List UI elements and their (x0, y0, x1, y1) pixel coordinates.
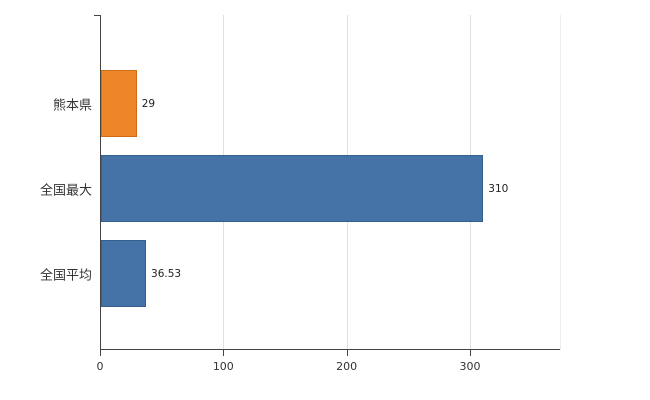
x-axis-tick-label: 0 (96, 360, 104, 373)
value-label: 310 (488, 182, 509, 195)
x-axis-line (100, 349, 560, 350)
bar (101, 155, 484, 222)
y-axis-line (100, 15, 101, 350)
x-axis-tick (223, 350, 225, 356)
x-axis-tick (346, 350, 348, 356)
x-axis-tick-label: 200 (336, 360, 358, 373)
category-label: 全国最大 (39, 183, 92, 198)
bar (101, 70, 137, 137)
category-label: 全国平均 (39, 268, 92, 283)
x-axis-tick-label: 300 (459, 360, 481, 373)
value-label: 29 (141, 97, 156, 110)
y-axis-top-tick (94, 15, 100, 16)
x-axis-tick-label: 100 (212, 360, 234, 373)
x-axis-tick (100, 350, 101, 356)
x-axis-tick (469, 350, 471, 356)
value-label: 36.53 (151, 267, 182, 280)
plot-area: 29 310 36.53 (94, 15, 561, 356)
plot-right-border (560, 15, 561, 350)
bar (101, 240, 147, 307)
category-label: 熊本県 (52, 98, 92, 113)
